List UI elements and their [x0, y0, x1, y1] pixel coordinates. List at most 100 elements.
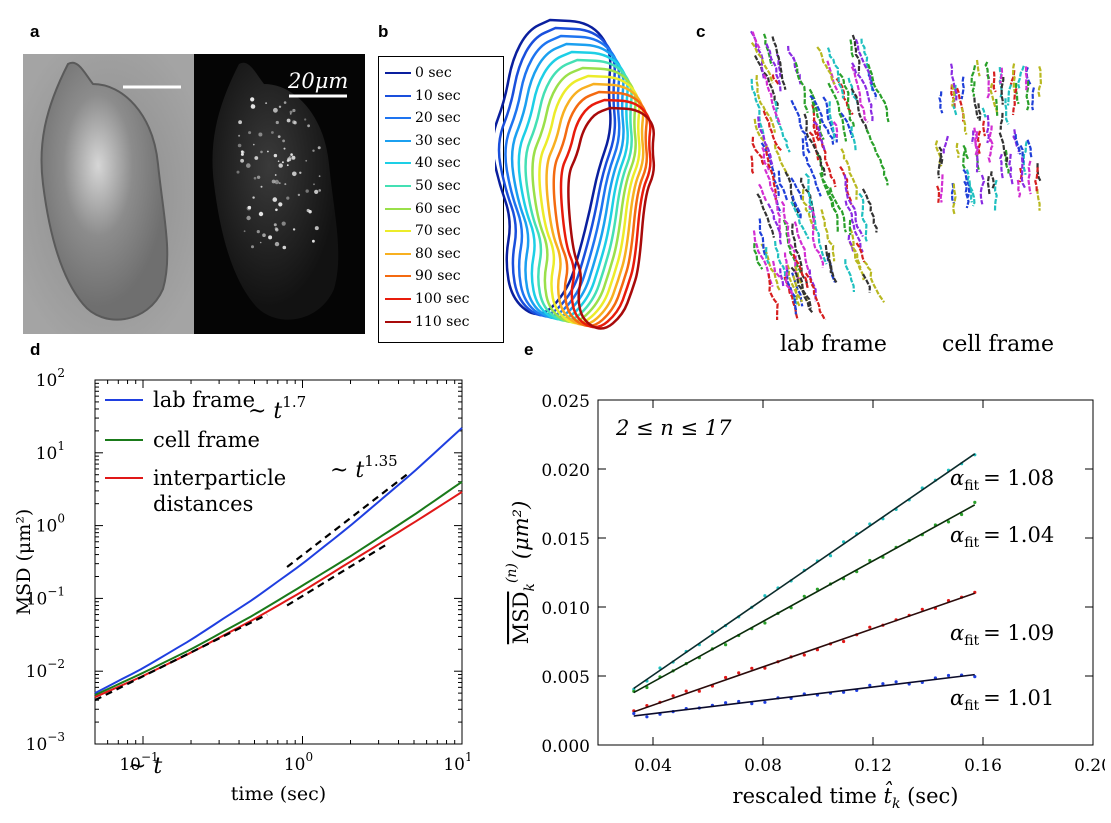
data-point: [868, 625, 872, 629]
legend-entry: 0 sec: [385, 63, 452, 83]
trajectory: [979, 174, 986, 205]
data-point: [828, 554, 833, 558]
legend-swatch: [385, 117, 411, 120]
granule-dot: [267, 150, 269, 153]
y-tick-label: 0.010: [541, 599, 590, 619]
trajectory: [1030, 87, 1035, 111]
x-tick-label: 0.16: [964, 756, 1002, 776]
scale-bar-label: 20μm: [287, 69, 348, 93]
trajectory: [960, 107, 968, 136]
chart-e-rescaled-msd: 0.04 0.08 0.12 0.16 0.20 0.000 0.005 0.010 0.015…: [504, 392, 1105, 812]
legend-label: 10 sec: [415, 87, 461, 104]
alpha-fit-label: αfit = 1.09: [950, 621, 1054, 649]
y-tick-label: 0.020: [541, 461, 590, 481]
trajectory: [838, 73, 856, 128]
trajectory: [808, 205, 825, 268]
granule-dot: [278, 182, 281, 185]
y-tick-exponent: −1: [47, 584, 65, 598]
trajectory: [1026, 139, 1033, 159]
trajectory: [1000, 77, 1005, 105]
legend-entry: 50 sec: [385, 176, 461, 196]
granule-dot: [286, 196, 290, 200]
granule-dot: [275, 208, 278, 212]
granule-dot: [248, 131, 252, 135]
granule-dot: [312, 149, 315, 152]
granule-dot: [240, 152, 244, 156]
trajectory: [937, 157, 942, 179]
trajectory: [950, 84, 956, 109]
x-axis-label: time (sec): [231, 783, 326, 805]
trajectory: [1008, 153, 1014, 185]
granule-dot: [318, 189, 322, 192]
plot-frame: [94, 379, 463, 745]
granule-dot: [292, 120, 296, 124]
data-point: [802, 653, 806, 657]
granule-dot: [271, 179, 276, 184]
y-tick-exponent: −2: [47, 657, 65, 671]
data-point: [750, 702, 754, 706]
legend-swatch: [385, 207, 411, 210]
trajectory: [790, 99, 812, 155]
data-point: [973, 500, 977, 504]
trajectory: [765, 43, 782, 92]
x-tick-label: 0.20: [1074, 756, 1105, 776]
trajectory: [1034, 167, 1039, 192]
granule-dot: [274, 227, 278, 231]
legend-entry: 60 sec: [385, 199, 461, 219]
trajectory: [942, 135, 949, 154]
trajectory: [771, 74, 781, 86]
trajectory: [801, 189, 816, 231]
x-tick-exponent: 0: [306, 750, 314, 764]
trajectory: [849, 227, 865, 281]
trajectory: [792, 275, 804, 303]
granule-dot: [305, 189, 309, 193]
trajectory: [794, 61, 809, 114]
granule-dot: [238, 120, 243, 125]
granule-dot: [238, 134, 241, 137]
trajectory: [1004, 98, 1010, 125]
data-point: [973, 675, 977, 679]
trajectory: [822, 96, 838, 143]
granule-dot: [274, 174, 277, 176]
granule-dot: [275, 120, 279, 125]
x-tick-label: 0.04: [634, 756, 672, 776]
data-point: [802, 594, 806, 598]
trajectory: [786, 264, 801, 307]
trajectory: [867, 63, 890, 123]
panel-letter-d: d: [30, 340, 41, 359]
fit-line: [633, 673, 975, 717]
granule-dot: [282, 139, 285, 143]
panel-c-trajectories: [750, 30, 1043, 320]
reference-label: ~ t1.7: [248, 393, 306, 424]
granule-dot: [304, 118, 307, 121]
trajectory: [816, 153, 837, 213]
trajectory: [750, 78, 765, 140]
legend-label: distances: [153, 492, 253, 516]
trajectory: [855, 242, 866, 263]
trajectory: [792, 56, 802, 85]
data-point: [645, 715, 649, 719]
trajectory: [858, 192, 869, 243]
granule-dot: [271, 131, 274, 134]
trajectory: [865, 128, 889, 186]
trajectory: [808, 88, 815, 113]
trajectory: [819, 172, 839, 233]
data-point: [710, 630, 714, 634]
x-tick-label: 0.12: [854, 756, 892, 776]
y-tick-label: 102: [36, 366, 65, 391]
granule-dot: [259, 241, 262, 244]
trajectory: [763, 168, 782, 235]
legend-entry: 70 sec: [385, 221, 461, 241]
data-point: [750, 666, 754, 670]
legend-label: interparticle: [153, 466, 286, 490]
trajectory: [999, 67, 1004, 84]
granule-dot: [313, 183, 315, 186]
data-point: [920, 607, 924, 611]
granule-dot: [260, 150, 263, 154]
reference-exponent: 1.35: [364, 452, 397, 470]
cell-contour: [545, 82, 645, 326]
trajectory: [981, 120, 986, 137]
trajectory: [936, 185, 941, 203]
x-tick-label: 10−1: [119, 750, 158, 775]
reference-label: ~ t: [128, 754, 162, 779]
